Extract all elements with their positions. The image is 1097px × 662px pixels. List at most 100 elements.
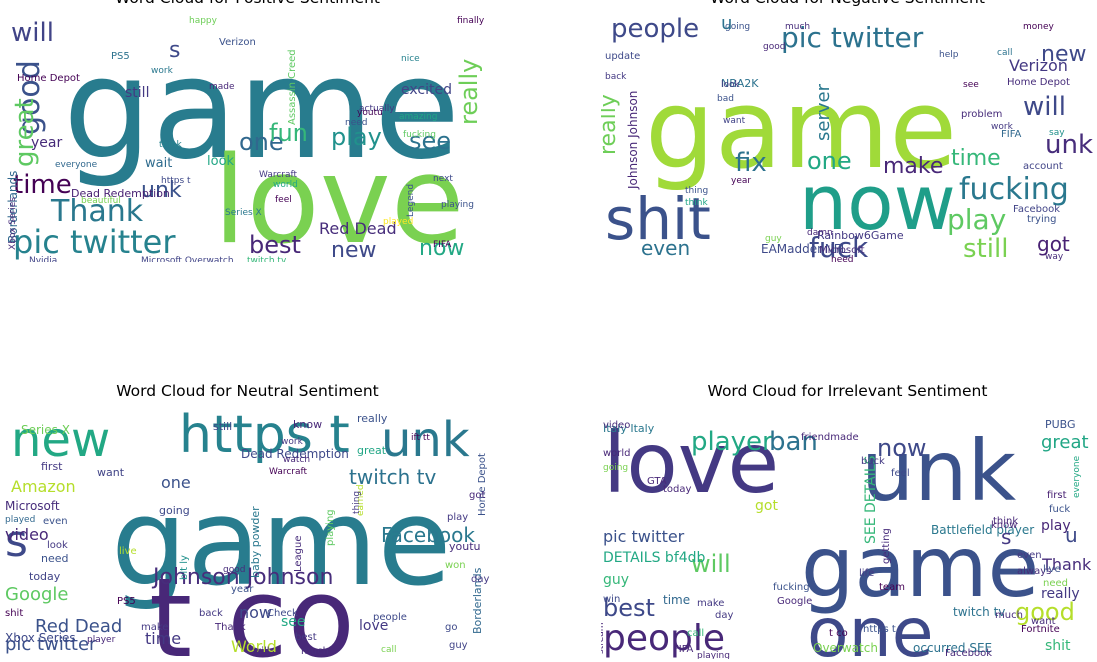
word-neutral-want: want	[97, 466, 125, 479]
word-neutral-good: good	[223, 565, 245, 575]
word-neutral-https-t: https t	[179, 405, 350, 465]
word-irrelevant-unk: unk	[861, 422, 1016, 520]
word-neutral-great: great	[357, 444, 387, 457]
word-neutral-know: know	[293, 418, 322, 431]
word-negative-thing: thing	[685, 186, 708, 196]
word-negative-shit: shit	[605, 185, 711, 253]
word-irrelevant-facebook: Facebook	[945, 648, 992, 659]
word-negative-account: account	[1023, 161, 1063, 172]
word-neutral-call: call	[381, 645, 396, 655]
word-negative-need: need	[831, 255, 854, 262]
word-positive-s: s	[169, 38, 180, 63]
word-irrelevant-time: time	[663, 593, 690, 607]
word-negative-u: u	[721, 13, 732, 34]
word-positive-home-depot: Home Depot	[17, 73, 80, 84]
word-negative-see: see	[963, 80, 979, 90]
word-cloud-positive: game love pic twitter Thank good great will tim…	[1, 7, 495, 262]
word-negative-bad: bad	[717, 94, 734, 104]
word-irrelevant-know: know	[991, 520, 1017, 531]
word-negative-new: new	[1041, 42, 1086, 67]
word-neutral-earned: earned	[356, 484, 366, 516]
word-negative-server: server	[813, 83, 834, 141]
word-irrelevant-playing: playing	[697, 651, 730, 659]
word-positive-one: one	[239, 128, 284, 156]
word-irrelevant-got: got	[755, 498, 778, 514]
word-neutral-series-x: Series X	[21, 423, 70, 437]
word-negative-update: update	[605, 51, 640, 62]
word-negative-problem: problem	[961, 109, 1002, 120]
word-negative-help: help	[939, 50, 959, 60]
word-negative-microsoft: Microsoft	[819, 245, 865, 256]
word-negative-think: think	[685, 198, 708, 208]
word-negative-work: work	[991, 122, 1014, 132]
word-neutral-dead-redemption: Dead Redemption	[241, 447, 349, 461]
word-neutral-pic-twitter: pic twitter	[5, 634, 97, 655]
word-negative-rainbow6game: Rainbow6Game	[817, 229, 904, 242]
word-neutral-league: League	[293, 535, 304, 572]
word-negative-fifa: FIFA	[1001, 129, 1022, 140]
word-negative-really: really	[601, 94, 621, 155]
chart-title: Word Cloud for Positive Sentiment	[0, 0, 495, 7]
word-irrelevant-always: always	[1017, 566, 1051, 577]
word-positive-game: game	[63, 28, 460, 191]
word-positive-everyone: everyone	[55, 160, 98, 170]
word-neutral-s: s	[5, 516, 28, 567]
word-neutral-people: people	[373, 612, 407, 623]
word-irrelevant-live: live	[1043, 564, 1061, 575]
word-irrelevant-much: much	[995, 610, 1023, 621]
word-negative-play: play	[947, 203, 1006, 236]
word-neutral-t-co: t co	[149, 554, 355, 659]
word-irrelevant-getting: getting	[881, 528, 892, 564]
word-neutral-warcraft: Warcraft	[269, 467, 308, 477]
word-irrelevant-s: s	[1001, 525, 1011, 549]
word-positive-fun: fun	[269, 119, 308, 147]
word-cloud-neutral: game t co https t new unk s Johnson Johnson Fac…	[1, 404, 495, 659]
word-neutral-live: live	[119, 546, 137, 557]
word-positive-dead-redemption: Dead Redemption	[71, 187, 170, 200]
word-negative-eamaddennfl: EAMaddenNFL	[761, 242, 848, 256]
word-irrelevant-team: team	[879, 582, 905, 593]
word-positive-work: work	[151, 66, 174, 76]
word-positive-played: played	[383, 217, 413, 227]
word-irrelevant-fifa: FIFA	[673, 644, 694, 655]
word-neutral-see: see	[281, 614, 306, 630]
chart-title: Word Cloud for Neutral Sentiment	[116, 382, 379, 400]
word-neutral-first: first	[41, 460, 63, 473]
word-negative-make: make	[883, 154, 943, 179]
word-positive-thank: Thank	[50, 194, 144, 229]
word-negative-much: much	[785, 22, 810, 32]
word-positive-will: will	[11, 18, 54, 48]
word-irrelevant-people: people	[603, 618, 725, 659]
word-neutral-back: back	[199, 608, 223, 619]
word-positive-nice: nice	[401, 54, 420, 64]
word-positive-borderlands: Borderlands	[6, 171, 20, 243]
word-negative-fucking: fucking	[959, 172, 1069, 207]
word-negative-money: money	[1023, 22, 1055, 32]
word-positive-amazing: amazing	[399, 112, 437, 122]
word-neutral-video: video	[5, 525, 49, 544]
word-negative-call: call	[997, 48, 1012, 58]
word-positive-see: see	[409, 127, 451, 155]
word-irrelevant-good: good	[1015, 598, 1075, 626]
word-negative-home-depot: Home Depot	[1007, 77, 1070, 88]
word-irrelevant-occurred-see: occurred SEE	[913, 641, 992, 655]
word-negative-want: want	[723, 116, 746, 126]
word-neutral-look: look	[47, 540, 68, 551]
word-irrelevant-see-details: SEE DETAILS	[863, 455, 879, 544]
word-negative-say: say	[1049, 128, 1065, 138]
word-neutral-amazon: Amazon	[11, 477, 76, 496]
word-positive-playing: playing	[441, 200, 474, 210]
word-neutral-google: Google	[5, 584, 68, 605]
word-irrelevant-game: game	[801, 518, 1039, 616]
word-neutral-johnson-johnson: Johnson Johnson	[151, 565, 333, 590]
word-irrelevant-t-co: t co	[829, 628, 848, 639]
word-negative-even: even	[641, 236, 690, 260]
word-neutral-go: go	[445, 622, 457, 633]
word-positive-really: really	[455, 59, 483, 125]
word-neutral-shit: shit	[5, 608, 23, 619]
word-irrelevant-video: video	[603, 420, 630, 431]
word-irrelevant-best: best	[603, 594, 655, 622]
word-negative-good: good	[763, 42, 785, 52]
word-positive-finally: finally	[457, 16, 485, 26]
word-irrelevant-twitch-tv: twitch tv	[953, 605, 1005, 619]
